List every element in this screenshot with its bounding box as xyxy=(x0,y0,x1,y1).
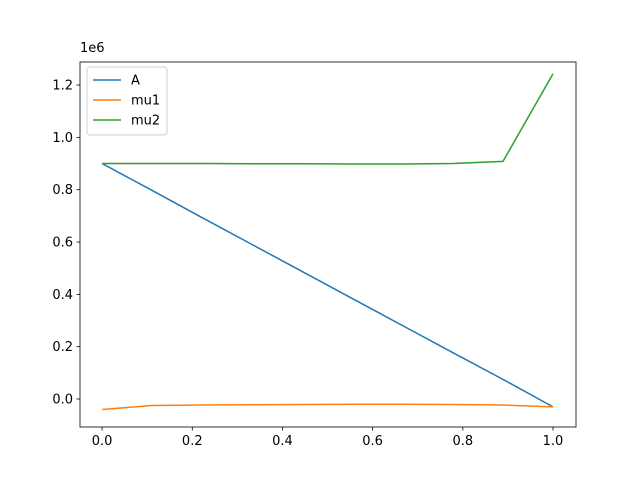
series-line xyxy=(101,162,554,408)
y-tick-label: 0.8 xyxy=(52,183,73,198)
y-tick-label: 0.4 xyxy=(52,288,73,303)
series-line xyxy=(102,73,554,165)
legend-label: mu1 xyxy=(131,94,160,109)
legend-box xyxy=(86,66,168,136)
y-tick-label: 0.2 xyxy=(52,340,73,355)
y-tick-label: 1.0 xyxy=(52,131,73,146)
y-tick-label: 1.2 xyxy=(52,79,73,94)
axes-frame xyxy=(79,61,577,428)
legend-label: A xyxy=(131,74,140,89)
x-tick-label: 0.8 xyxy=(452,434,473,449)
x-tick-label: 1.0 xyxy=(543,434,564,449)
x-tick-label: 0.6 xyxy=(362,434,383,449)
x-tick-label: 0.2 xyxy=(182,434,203,449)
y-offset-label: 1e6 xyxy=(80,41,105,56)
y-tick-label: 0.6 xyxy=(52,236,73,251)
x-tick-label: 0.0 xyxy=(92,434,113,449)
y-tick-label: 0.0 xyxy=(52,393,73,408)
series-line xyxy=(102,403,554,411)
legend-label: mu2 xyxy=(131,114,160,129)
x-tick-label: 0.4 xyxy=(272,434,293,449)
